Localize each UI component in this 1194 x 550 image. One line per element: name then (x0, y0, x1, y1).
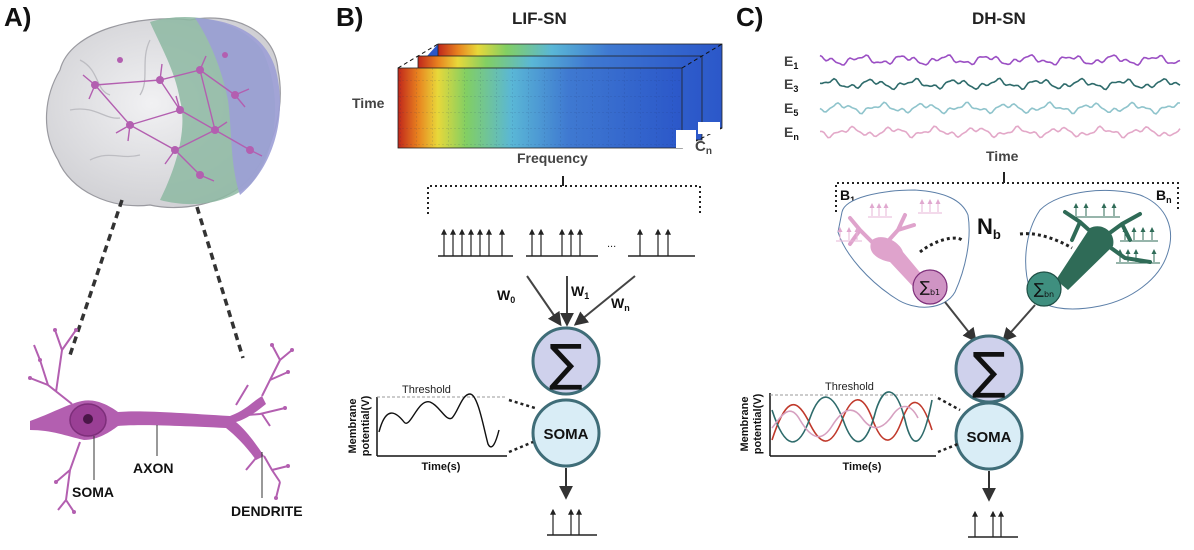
zoom-lines (68, 199, 245, 359)
xlabel-c: Time(s) (843, 461, 882, 473)
membrane-plot-b (376, 393, 507, 457)
time-axis-label: Time (352, 95, 385, 111)
nb-label: Nb (977, 214, 1001, 242)
summation-node-c: ∑ (954, 334, 1024, 404)
svg-text:∑: ∑ (549, 334, 583, 392)
ylabel-c-2: potential(V) (752, 393, 764, 454)
branch-label-b1: B1 (840, 187, 855, 205)
dendrite-branch-n: ∑bn (1025, 189, 1172, 310)
time-axis-label-c: Time (986, 148, 1019, 164)
branch-sum-bn: ∑bn (1034, 280, 1054, 299)
output-spikes-b (547, 508, 597, 536)
eeg-trace (819, 54, 1181, 66)
dendrite-label: DENDRITE (231, 503, 303, 519)
soma-node-c: SOMA (954, 401, 1024, 471)
eeg-trace (820, 125, 1181, 139)
xlabel-b: Time(s) (422, 461, 461, 473)
time-bracket (835, 182, 1179, 212)
eeg-trace (819, 101, 1181, 115)
soma-label: SOMA (72, 484, 114, 500)
ylabel-c-1: Membrane (739, 396, 751, 451)
threshold-label-c: Threshold (825, 381, 874, 393)
spike-train-group-3 (628, 228, 695, 257)
signal-label-en: En (784, 124, 799, 142)
frequency-axis-label: Frequency (517, 150, 588, 166)
panel-c-letter: C) (736, 2, 763, 32)
brain-illustration (46, 17, 281, 209)
nb-connectors (919, 232, 1073, 254)
threshold-label-b: Threshold (402, 384, 451, 396)
svg-text:SOMA: SOMA (967, 429, 1012, 446)
spike-train-group-2 (526, 228, 598, 257)
spectrogram-stack (397, 43, 723, 149)
dendrite-branch-1: ∑b1 (836, 189, 970, 308)
output-spikes-c (968, 510, 1018, 538)
panel-b-title: LIF-SN (512, 9, 567, 28)
svg-text:∑: ∑ (972, 342, 1006, 400)
signal-label-e1: E1 (784, 53, 798, 71)
membrane-plot-c (769, 391, 936, 457)
ylabel-b-2: potential(V) (360, 395, 372, 456)
panel-b-letter: B) (336, 2, 363, 32)
svg-text:SOMA: SOMA (544, 426, 589, 443)
signal-label-e5: E5 (784, 100, 798, 118)
eeg-trace (819, 77, 1181, 91)
signal-label-e3: E3 (784, 76, 798, 94)
panel-a-letter: A) (4, 2, 31, 32)
weight-w0: W0 (497, 287, 515, 305)
branch-arrows (944, 301, 1036, 343)
axon-label: AXON (133, 460, 173, 476)
frequency-bracket (427, 185, 701, 214)
panel-c-title: DH-SN (972, 9, 1026, 28)
summation-node-b: ∑ (531, 326, 601, 396)
channel-label: Cn (695, 138, 712, 157)
plot-connectors-b (508, 398, 536, 454)
ellipsis: ... (607, 238, 616, 250)
neuron-illustration (28, 328, 294, 514)
weight-wn: Wn (611, 295, 630, 313)
plot-connectors-c (937, 396, 961, 454)
eeg-traces (819, 54, 1181, 139)
branch-sum-b1: ∑b1 (920, 278, 940, 297)
ylabel-b-1: Membrane (347, 398, 359, 453)
spike-train-group-1 (438, 228, 513, 257)
branch-label-bn: Bn (1156, 187, 1172, 205)
weight-w1: W1 (571, 283, 589, 301)
weight-arrows (526, 275, 636, 327)
soma-node-b: SOMA (531, 398, 601, 468)
